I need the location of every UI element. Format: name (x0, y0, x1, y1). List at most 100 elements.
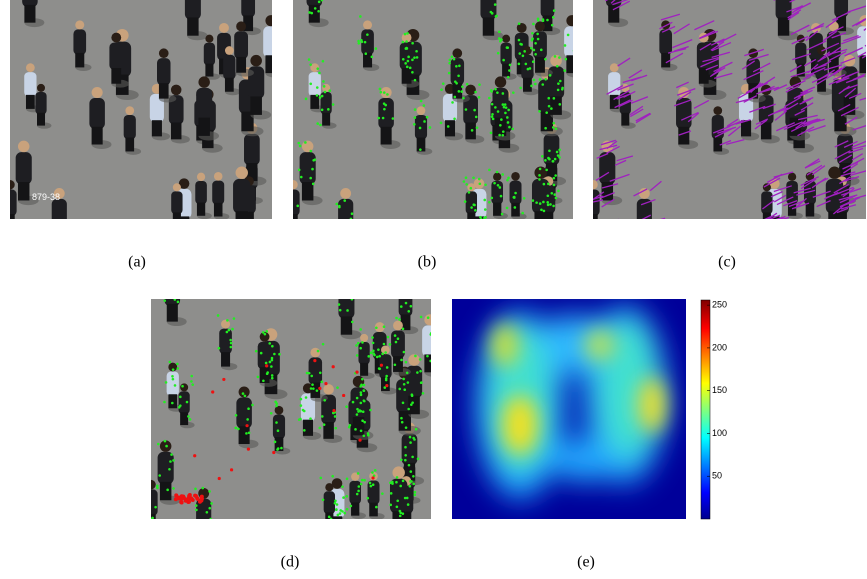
feature-point (476, 126, 479, 129)
feature-point (319, 124, 322, 127)
feature-point (415, 428, 418, 431)
feature-point (451, 55, 454, 58)
feature-point (558, 148, 561, 151)
feature-point (413, 482, 416, 485)
feature-point (387, 336, 390, 339)
person-head (92, 87, 103, 98)
feature-point (429, 126, 432, 129)
feature-point (303, 429, 306, 432)
feature-point (316, 86, 319, 89)
feature-point (537, 38, 540, 41)
feature-point (363, 479, 366, 482)
caption: (a) (128, 254, 146, 271)
feature-point (549, 74, 552, 77)
feature-point (323, 85, 326, 88)
feature-point (363, 384, 366, 387)
feature-point (413, 494, 416, 497)
anomaly-point (247, 448, 250, 451)
feature-point (316, 389, 319, 392)
person-body (834, 0, 848, 17)
feature-point (305, 98, 308, 101)
feature-point (533, 49, 536, 52)
feature-point (317, 10, 320, 13)
feature-point (311, 383, 314, 386)
person-body (89, 98, 104, 129)
feature-point (395, 317, 398, 320)
person-legs (493, 203, 501, 216)
colorbar-tick-label: 250 (712, 300, 727, 310)
person-head (610, 63, 619, 72)
feature-point (338, 303, 341, 306)
feature-point (339, 509, 342, 512)
feature-point (511, 128, 514, 131)
feature-point (414, 355, 417, 358)
person-body (480, 0, 496, 20)
feature-point (538, 178, 541, 181)
colorbar-tick-label: 50 (712, 471, 722, 481)
feature-point (172, 378, 175, 381)
photo-panel (584, 0, 867, 249)
feature-point (310, 150, 313, 153)
feature-point (151, 517, 154, 520)
person-head (360, 334, 368, 342)
shadow (5, 225, 22, 233)
person-head (452, 48, 462, 58)
feature-point (494, 106, 497, 109)
feature-point (305, 396, 308, 399)
feature-point (300, 398, 303, 401)
feature-point (465, 176, 468, 179)
anomaly-point (265, 364, 268, 367)
person-head (167, 264, 178, 275)
person-body (263, 26, 279, 57)
feature-point (271, 377, 274, 380)
person-head (18, 141, 30, 153)
person-legs (167, 304, 178, 322)
feature-point (502, 103, 505, 106)
feature-point (300, 404, 303, 407)
feature-point (357, 472, 360, 475)
person-legs (302, 182, 314, 200)
feature-point (350, 218, 353, 221)
feature-point (558, 56, 561, 59)
feature-point (399, 485, 402, 488)
feature-point (460, 90, 463, 93)
person-legs (160, 482, 172, 500)
feature-point (218, 347, 221, 350)
feature-point (314, 7, 317, 10)
feature-point (406, 47, 409, 50)
feature-point (169, 361, 172, 364)
feature-point (539, 202, 542, 205)
feature-point (417, 458, 420, 461)
anomaly-point (218, 477, 221, 480)
colorbar-tick-label: 150 (712, 385, 727, 395)
feature-point (284, 180, 287, 183)
person-head (566, 15, 577, 26)
feature-point (165, 381, 168, 384)
feature-point (405, 361, 408, 364)
feature-point (174, 298, 177, 301)
feature-point (172, 292, 175, 295)
shadow (236, 226, 258, 236)
feature-point (356, 397, 359, 400)
feature-point (309, 82, 312, 85)
feature-point (369, 482, 372, 485)
feature-point (512, 91, 515, 94)
feature-point (458, 90, 461, 93)
feature-point (230, 346, 233, 349)
feature-point (318, 72, 321, 75)
feature-point (405, 302, 408, 305)
person-head (197, 173, 205, 181)
person-legs (621, 113, 629, 126)
feature-point (525, 63, 528, 66)
feature-point (490, 132, 493, 135)
person-legs (523, 78, 532, 92)
feature-point (401, 421, 404, 424)
feature-point (501, 134, 504, 137)
feature-point (356, 354, 359, 357)
feature-point (237, 428, 240, 431)
feature-point (555, 197, 558, 200)
feature-point (297, 142, 300, 145)
feature-point (429, 360, 432, 363)
feature-point (404, 497, 407, 500)
feature-point (340, 280, 343, 283)
